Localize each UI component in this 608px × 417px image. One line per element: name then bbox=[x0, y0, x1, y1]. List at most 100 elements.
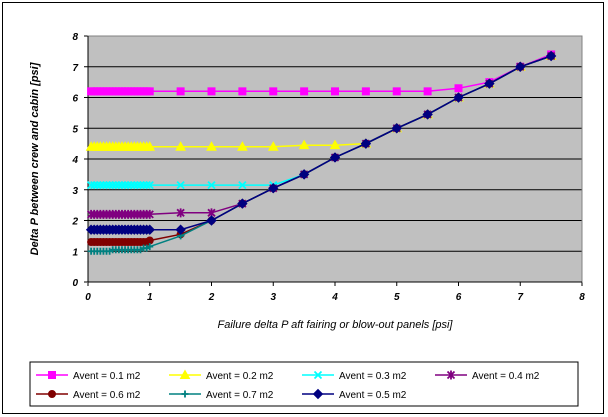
series-6 bbox=[85, 50, 557, 235]
legend-box bbox=[29, 361, 579, 407]
data-point bbox=[93, 181, 102, 190]
x-tick-label: 2 bbox=[208, 292, 215, 303]
data-point bbox=[484, 78, 495, 89]
data-point bbox=[298, 139, 310, 150]
data-point bbox=[300, 87, 309, 96]
data-point bbox=[268, 183, 279, 194]
data-point bbox=[422, 109, 433, 120]
y-tick-label: 8 bbox=[72, 32, 78, 43]
data-point bbox=[105, 181, 114, 190]
data-point bbox=[146, 243, 154, 251]
legend-marker bbox=[312, 388, 324, 400]
legend-label: Avent = 0.3 m2 bbox=[339, 371, 407, 382]
y-tick-label: 2 bbox=[71, 217, 78, 228]
x-tick-label: 4 bbox=[331, 292, 338, 303]
legend-marker bbox=[181, 390, 189, 398]
data-point bbox=[331, 87, 339, 96]
legend-marker bbox=[313, 370, 323, 380]
data-point bbox=[454, 84, 463, 93]
legend-marker bbox=[446, 370, 456, 380]
data-point bbox=[86, 181, 96, 190]
legend-item: Avent = 0.2 m2 bbox=[169, 369, 274, 382]
data-point bbox=[269, 87, 278, 96]
data-point bbox=[142, 181, 151, 190]
y-tick-label: 3 bbox=[72, 186, 78, 197]
x-tick-label: 1 bbox=[147, 292, 153, 303]
data-point bbox=[176, 181, 185, 190]
data-point bbox=[144, 224, 155, 235]
legend-item: Avent = 0.6 m2 bbox=[36, 390, 141, 401]
legend-label: Avent = 0.1 m2 bbox=[73, 371, 141, 382]
y-tick-label: 4 bbox=[71, 155, 78, 166]
data-point bbox=[238, 87, 247, 96]
gridlines bbox=[88, 35, 582, 283]
data-point bbox=[329, 139, 341, 150]
data-point bbox=[298, 169, 310, 180]
data-point bbox=[329, 152, 341, 163]
x-tick-label: 5 bbox=[394, 292, 400, 303]
legend-item: Avent = 0.5 m2 bbox=[302, 388, 407, 401]
data-point bbox=[176, 87, 185, 96]
legend-label: Avent = 0.5 m2 bbox=[339, 390, 407, 401]
legend-item: Avent = 0.4 m2 bbox=[435, 370, 540, 382]
data-point bbox=[145, 236, 154, 245]
data-point bbox=[108, 181, 117, 190]
data-point bbox=[206, 141, 217, 151]
legend: Avent = 0.1 m2 Avent = 0.2 m2 Avent = 0.3 … bbox=[29, 361, 579, 407]
y-tick-label: 0 bbox=[72, 278, 78, 289]
x-tick-label: 6 bbox=[456, 292, 462, 303]
x-tick-label: 3 bbox=[270, 292, 276, 303]
data-point bbox=[111, 181, 120, 190]
data-point bbox=[237, 141, 248, 151]
legend-marker bbox=[48, 371, 56, 379]
legend-label: Avent = 0.4 m2 bbox=[472, 371, 540, 382]
data-point bbox=[238, 181, 247, 190]
x-tick-label: 0 bbox=[85, 292, 91, 303]
data-point bbox=[96, 181, 105, 190]
x-tick-label: 7 bbox=[517, 292, 523, 303]
data-point bbox=[114, 181, 124, 190]
data-point bbox=[545, 50, 557, 62]
legend-label: Avent = 0.2 m2 bbox=[206, 371, 274, 382]
data-point bbox=[133, 181, 142, 190]
data-point bbox=[145, 87, 154, 96]
data-point bbox=[361, 87, 370, 96]
data-point bbox=[237, 198, 248, 209]
y-tick-label: 6 bbox=[72, 94, 78, 105]
data-point bbox=[120, 181, 130, 190]
data-point bbox=[99, 181, 108, 190]
data-point bbox=[130, 181, 139, 190]
data-point bbox=[127, 181, 136, 190]
data-point bbox=[102, 181, 111, 190]
data-point bbox=[139, 181, 148, 190]
y-tick-label: 7 bbox=[72, 63, 78, 74]
legend-item: Avent = 0.3 m2 bbox=[302, 370, 407, 382]
data-point bbox=[175, 141, 186, 151]
data-point bbox=[124, 181, 133, 190]
tick-labels: 0 1 2 3 4 5 6 7 8 0 1 2 3 4 5 6 7 8 bbox=[71, 32, 585, 303]
legend-label: Avent = 0.6 m2 bbox=[73, 390, 141, 401]
data-point bbox=[145, 209, 154, 219]
data-point bbox=[175, 224, 186, 235]
data-point bbox=[206, 215, 217, 226]
legend-marker bbox=[179, 369, 191, 379]
data-point bbox=[423, 87, 432, 96]
legend-item: Avent = 0.7 m2 bbox=[169, 390, 274, 401]
data-point bbox=[145, 181, 154, 190]
data-point bbox=[360, 138, 372, 149]
y-tick-label: 5 bbox=[72, 124, 78, 135]
data-point bbox=[392, 87, 401, 96]
data-point bbox=[453, 92, 464, 103]
data-point bbox=[391, 123, 402, 134]
legend-marker bbox=[48, 390, 56, 398]
data-point bbox=[144, 141, 156, 151]
data-point bbox=[267, 141, 279, 151]
legend-item: Avent = 0.1 m2 bbox=[36, 371, 141, 382]
data-point bbox=[176, 208, 185, 218]
y-tick-label: 1 bbox=[72, 247, 78, 258]
series-layer bbox=[85, 50, 557, 255]
data-point bbox=[117, 181, 127, 190]
legend-label: Avent = 0.7 m2 bbox=[206, 390, 274, 401]
y-axis-title: Delta P between crew and cabin [psi] bbox=[29, 62, 41, 255]
